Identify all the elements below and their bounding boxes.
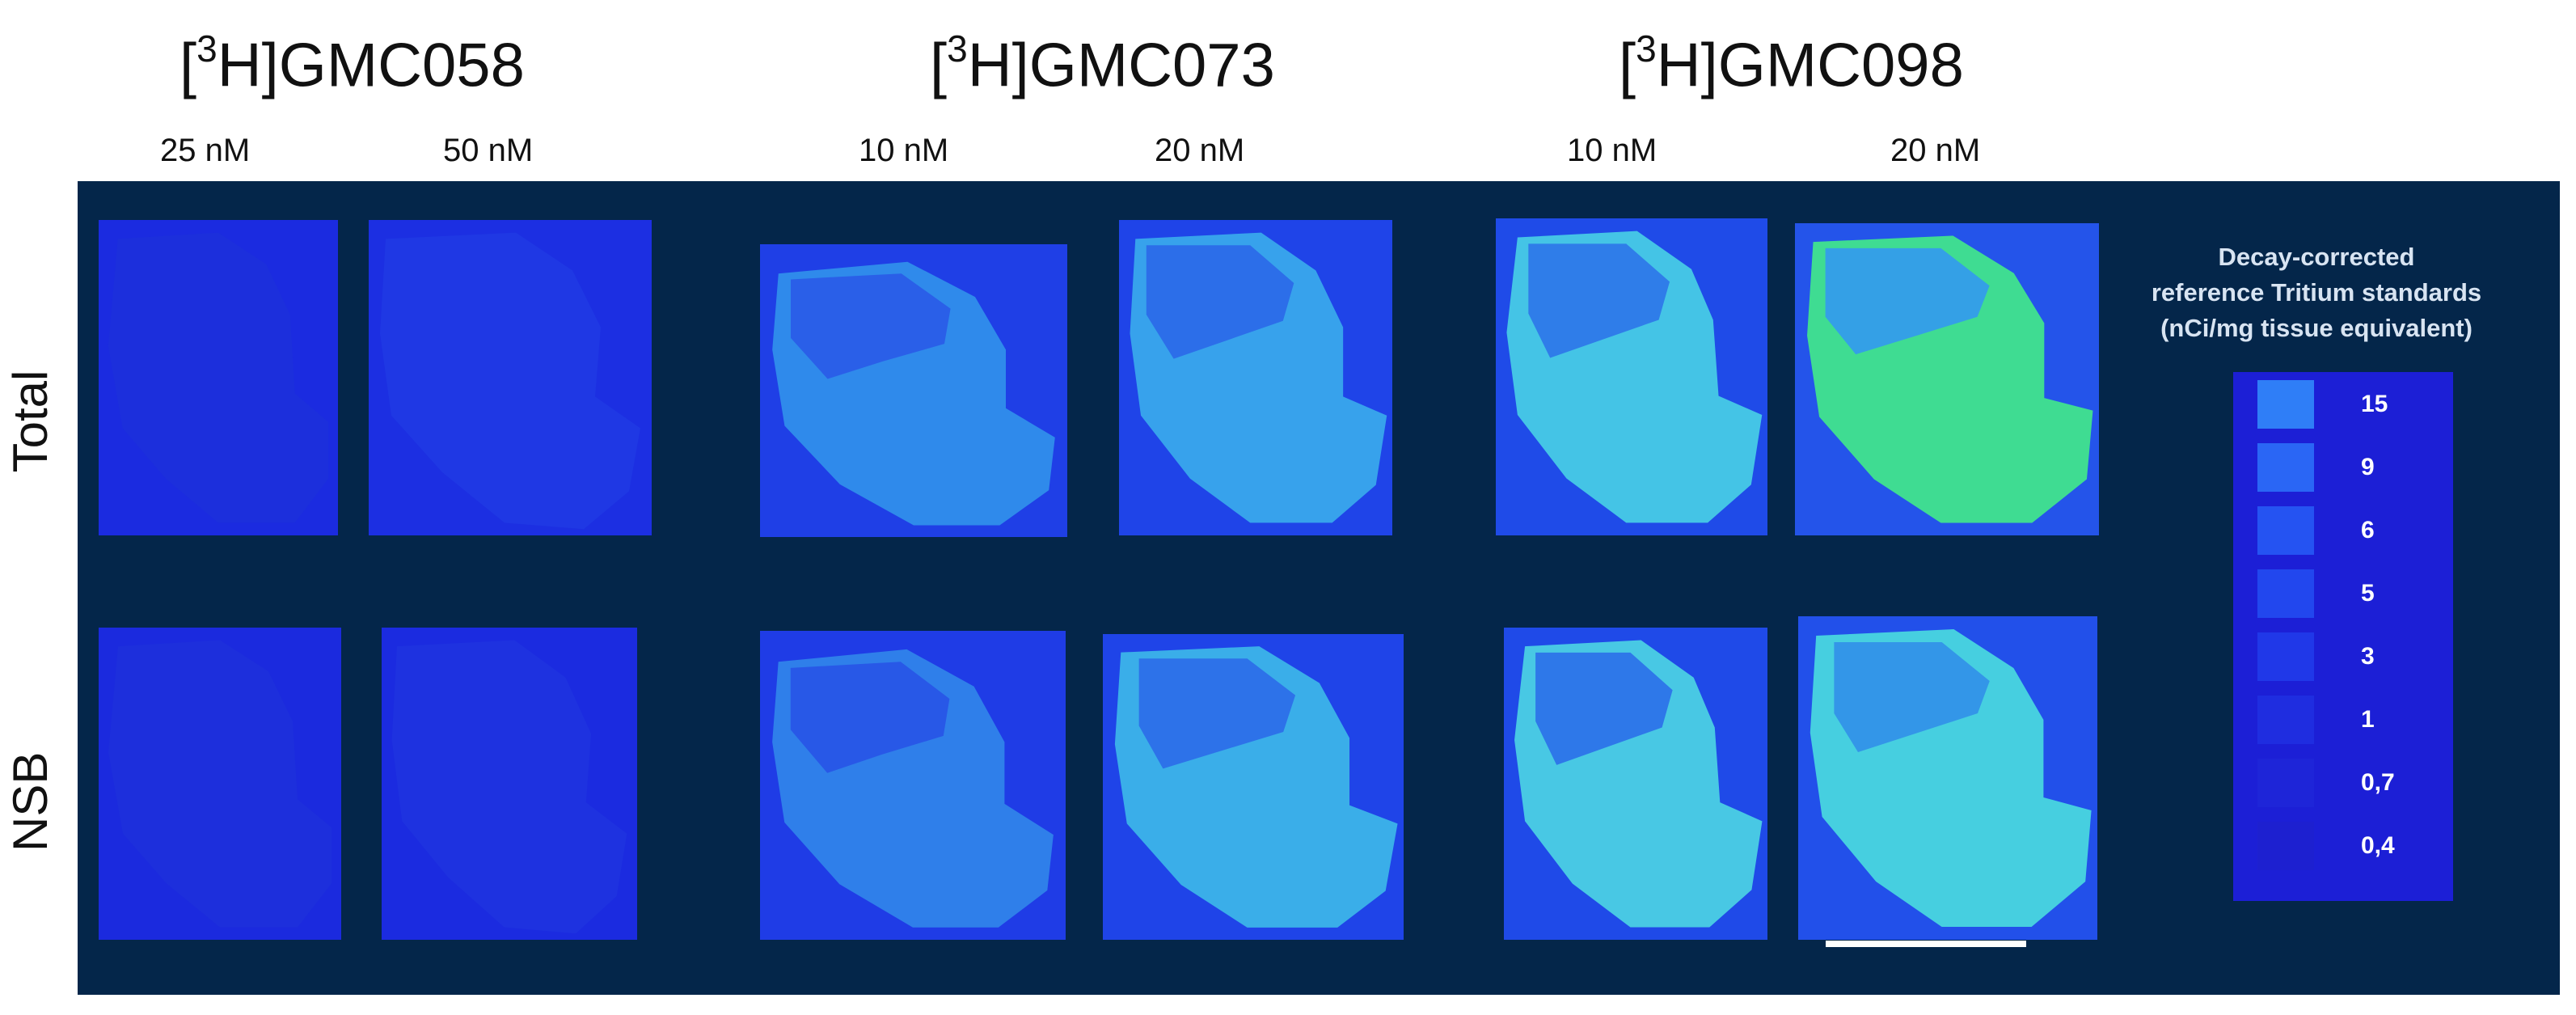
concentration-label: 50 nM bbox=[443, 133, 534, 168]
compound-header-gmc058: [3H]GMC058 bbox=[179, 27, 525, 100]
autoradiograph-nsb-gmc098-20nm bbox=[1798, 616, 2097, 940]
concentration-label: 20 nM bbox=[1155, 133, 1245, 168]
tritium-standard-label: 15 bbox=[2361, 391, 2388, 417]
tritium-standard-swatch bbox=[2257, 632, 2314, 681]
tritium-standard-label: 0,7 bbox=[2361, 769, 2395, 796]
concentration-label: 20 nM bbox=[1890, 133, 1981, 168]
tritium-standard-swatch bbox=[2257, 696, 2314, 744]
concentration-label: 25 nM bbox=[160, 133, 251, 168]
autoradiograph-nsb-gmc073-10nm bbox=[760, 631, 1066, 940]
autoradiograph-total-gmc058-50nm bbox=[369, 220, 652, 535]
autoradiograph-total-gmc073-10nm bbox=[760, 244, 1067, 537]
tritium-standard-label: 0,4 bbox=[2361, 832, 2395, 859]
concentration-label: 10 nM bbox=[859, 133, 949, 168]
legend-title-line: (nCi/mg tissue equivalent) bbox=[2160, 314, 2473, 342]
tritium-standard-label: 3 bbox=[2361, 643, 2375, 670]
scale-bar bbox=[1826, 941, 2026, 947]
compound-header-gmc098: [3H]GMC098 bbox=[1619, 27, 1964, 100]
autoradiograph-nsb-gmc098-10nm bbox=[1504, 628, 1767, 940]
tritium-standard-label: 9 bbox=[2361, 454, 2375, 480]
autoradiograph-total-gmc098-10nm bbox=[1496, 218, 1767, 535]
autoradiograph-nsb-gmc058-50nm bbox=[382, 628, 637, 940]
autoradiograph-total-gmc073-20nm bbox=[1119, 220, 1392, 535]
tritium-standard-label: 6 bbox=[2361, 517, 2375, 543]
tritium-standard-swatch bbox=[2257, 506, 2314, 555]
tritium-standard-swatch bbox=[2257, 443, 2314, 492]
row-label-total: Total bbox=[3, 370, 57, 473]
tritium-standard-label: 1 bbox=[2361, 706, 2375, 733]
autoradiograph-total-gmc098-20nm bbox=[1795, 223, 2099, 535]
autoradiograph-nsb-gmc073-20nm bbox=[1103, 634, 1404, 940]
legend-title-line: reference Tritium standards bbox=[2151, 278, 2482, 307]
tritium-standard-swatch bbox=[2257, 380, 2314, 429]
tritium-standards-legend: 15 9 6 5 3 1 0,7 0,4 bbox=[2233, 372, 2453, 901]
legend-title-line: Decay-corrected bbox=[2218, 243, 2415, 271]
tritium-standard-label: 5 bbox=[2361, 580, 2375, 607]
concentration-label: 10 nM bbox=[1567, 133, 1658, 168]
autoradiograph-nsb-gmc058-25nm bbox=[99, 628, 341, 940]
compound-header-gmc073: [3H]GMC073 bbox=[930, 27, 1275, 100]
tritium-standard-swatch bbox=[2257, 822, 2314, 870]
row-label-nsb: NSB bbox=[3, 751, 57, 852]
legend-title: Decay-corrected reference Tritium standa… bbox=[2135, 239, 2498, 346]
tritium-standard-swatch bbox=[2257, 759, 2314, 807]
tritium-standard-swatch bbox=[2257, 569, 2314, 618]
autoradiograph-total-gmc058-25nm bbox=[99, 220, 338, 535]
